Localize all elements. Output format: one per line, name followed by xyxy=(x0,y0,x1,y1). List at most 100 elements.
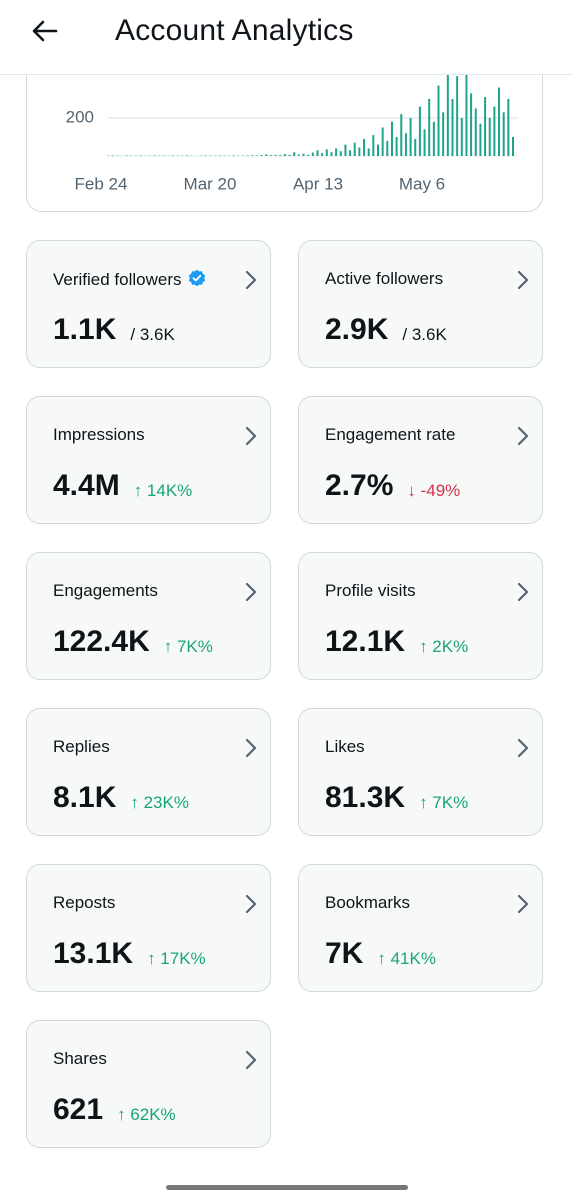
chevron xyxy=(244,1049,258,1076)
bar xyxy=(339,151,342,156)
metric-total: / 3.6K xyxy=(402,325,447,344)
bar xyxy=(246,155,249,156)
bar xyxy=(470,93,473,156)
bar xyxy=(358,147,361,156)
metric-value: 8.1K xyxy=(53,781,117,814)
bar xyxy=(251,155,254,156)
bar xyxy=(386,140,389,156)
bar xyxy=(377,144,379,156)
metric-value: 1.1K xyxy=(53,313,117,346)
bar xyxy=(307,154,310,156)
metric-change: ↑ 7K% xyxy=(163,637,213,656)
metric-change: ↑ 23K% xyxy=(130,793,189,812)
metric-label: Engagement rate xyxy=(325,425,455,445)
metric-value: 621 xyxy=(53,1093,104,1126)
metric-label-text: Likes xyxy=(325,737,365,756)
x-tick-label: Feb 24 xyxy=(75,174,128,193)
metric-card[interactable]: Shares 621 ↑ 62K% xyxy=(26,1020,271,1148)
metric-card[interactable]: Reposts 13.1K ↑ 17K% xyxy=(26,864,271,992)
metric-label: Likes xyxy=(325,737,365,757)
bar xyxy=(442,112,445,156)
bar xyxy=(297,154,300,156)
metric-label-text: Engagement rate xyxy=(325,425,456,444)
metric-label-text: Reposts xyxy=(53,893,116,912)
chevron xyxy=(244,425,258,452)
bar xyxy=(125,155,128,156)
metric-label-text: Profile visits xyxy=(325,581,416,600)
bar xyxy=(414,138,417,156)
bar xyxy=(488,117,491,156)
bar xyxy=(283,154,286,156)
bar xyxy=(432,121,435,156)
metric-label: Engagements xyxy=(53,581,158,601)
chart: 200 Feb 24 Mar 20 Apr 13 May 6 xyxy=(66,75,518,193)
bar xyxy=(381,127,384,156)
bar xyxy=(204,155,207,156)
metric-card[interactable]: Replies 8.1K ↑ 23K% xyxy=(26,708,271,836)
metric-label: Reposts xyxy=(53,893,115,913)
page-title: Account Analytics xyxy=(115,14,354,47)
metric-label-text: Verified followers xyxy=(53,270,182,289)
bar xyxy=(404,133,407,156)
verified-badge xyxy=(188,269,206,292)
metric-card[interactable]: Bookmarks 7K ↑ 41K% xyxy=(298,864,543,992)
bar xyxy=(474,108,477,156)
x-tick-label: Apr 13 xyxy=(293,174,343,193)
bar xyxy=(498,87,501,156)
metric-label-text: Engagements xyxy=(53,581,158,600)
bar xyxy=(395,136,398,156)
metric-change: ↑ 41K% xyxy=(377,949,436,968)
bar xyxy=(232,155,235,156)
metric-change: ↑ 17K% xyxy=(147,949,206,968)
chevron xyxy=(516,737,530,764)
bar xyxy=(218,155,221,156)
bar xyxy=(153,155,156,156)
metric-label-text: Shares xyxy=(53,1049,107,1068)
bar xyxy=(418,106,421,156)
metric-label-text: Bookmarks xyxy=(325,893,411,912)
bar xyxy=(111,155,114,156)
bar xyxy=(265,154,268,156)
metric-card[interactable]: Engagement rate 2.7% ↓ -49% xyxy=(298,396,543,524)
bar xyxy=(316,150,319,156)
metric-label: Shares xyxy=(53,1049,107,1069)
bar xyxy=(288,154,291,156)
metric-total: / 3.6K xyxy=(130,325,175,344)
chevron xyxy=(244,269,258,296)
chart-card xyxy=(26,0,543,212)
bar xyxy=(400,114,403,156)
bar xyxy=(139,155,142,156)
metric-change: ↓ -49% xyxy=(407,481,461,500)
bar xyxy=(344,144,347,156)
bar xyxy=(274,154,277,156)
metric-card[interactable]: Impressions 4.4M ↑ 14K% xyxy=(26,396,271,524)
bar xyxy=(335,148,338,156)
header: Account Analytics xyxy=(0,0,573,75)
bar xyxy=(363,138,366,156)
bar xyxy=(493,106,496,156)
bar xyxy=(446,75,449,156)
bar xyxy=(479,123,482,156)
bar xyxy=(260,155,263,156)
y-tick-label: 200 xyxy=(66,107,94,126)
metric-card[interactable]: Active followers 2.9K / 3.6K xyxy=(298,240,543,368)
metric-value: 7K xyxy=(325,937,364,970)
metric-value: 2.7% xyxy=(325,469,394,502)
bar xyxy=(456,76,459,156)
chevron xyxy=(516,581,530,608)
bar xyxy=(502,112,505,156)
bar xyxy=(372,135,375,156)
bar xyxy=(353,142,356,156)
bar xyxy=(437,85,440,156)
back-button[interactable] xyxy=(30,16,60,46)
metric-label: Profile visits xyxy=(325,581,416,601)
metric-card[interactable]: Likes 81.3K ↑ 7K% xyxy=(298,708,543,836)
metric-card[interactable]: Profile visits 12.1K ↑ 2K% xyxy=(298,552,543,680)
bar xyxy=(325,149,328,156)
metric-label: Bookmarks xyxy=(325,893,410,913)
bar xyxy=(409,117,412,156)
metric-label: Verified followers xyxy=(53,269,206,292)
metric-card[interactable]: Engagements 122.4K ↑ 7K% xyxy=(26,552,271,680)
metric-card[interactable]: Verified followers 1.1K / 3.6K xyxy=(26,240,271,368)
